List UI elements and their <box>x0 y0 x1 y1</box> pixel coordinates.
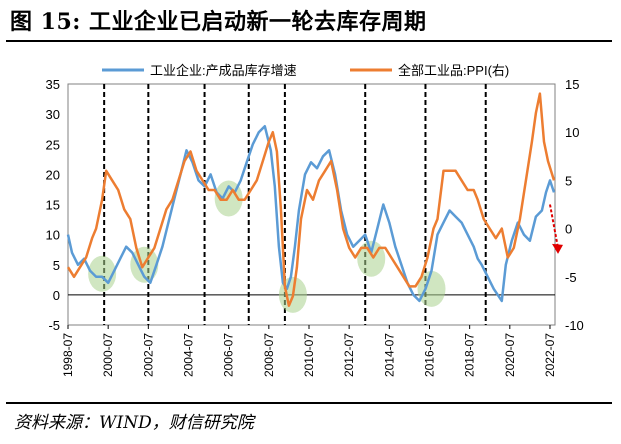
y-left-tick-0: -5 <box>48 318 60 333</box>
x-tick-11: 2020-07 <box>503 333 517 377</box>
y-right-tick-5: 15 <box>565 77 579 92</box>
y-right-tick-2: 0 <box>565 222 572 237</box>
y-right-tick-3: 5 <box>565 173 572 188</box>
top-rule <box>6 40 612 42</box>
y-left-tick-7: 30 <box>46 107 60 122</box>
chart: -5 0 5 10 15 20 25 30 35 -10 -5 0 5 10 15 1998-07 2000-0… <box>46 63 584 377</box>
x-tick-10: 2018-07 <box>463 333 477 377</box>
x-tick-8: 2014-07 <box>382 333 396 377</box>
legend-label-1: 全部工业品:PPI(右) <box>398 63 509 78</box>
y-left-tick-3: 10 <box>46 228 60 243</box>
y-left-tick-1: 0 <box>53 288 60 303</box>
y-right-tick-0: -10 <box>565 318 584 333</box>
x-tick-3: 2004-07 <box>181 333 195 377</box>
y-right-tick-1: -5 <box>565 270 577 285</box>
x-tick-12: 2022-07 <box>543 333 557 377</box>
x-tick-1: 2000-07 <box>101 333 115 377</box>
x-tick-6: 2010-07 <box>302 333 316 377</box>
trough-highlight-4 <box>357 240 386 277</box>
x-tick-0: 1998-07 <box>61 333 75 377</box>
trend-arrow-head <box>552 243 564 254</box>
bottom-rule <box>6 402 612 404</box>
trough-highlight-5 <box>417 270 446 307</box>
legend-label-0: 工业企业:产成品库存增速 <box>150 63 297 78</box>
series-line-0 <box>66 124 556 303</box>
x-tick-4: 2006-07 <box>222 333 236 377</box>
x-tick-7: 2012-07 <box>342 333 356 377</box>
y-left-tick-2: 5 <box>53 258 60 273</box>
source-note: 资料来源：WIND，财信研究院 <box>14 413 254 433</box>
y-left-tick-5: 20 <box>46 167 60 182</box>
x-tick-5: 2008-07 <box>262 333 276 377</box>
x-tick-2: 2002-07 <box>141 333 155 377</box>
x-tick-9: 2016-07 <box>422 333 436 377</box>
figure-title: 图 15: 工业企业已启动新一轮去库存周期 <box>10 9 427 35</box>
trend-arrow-line <box>548 204 559 249</box>
y-left-tick-4: 15 <box>46 198 60 213</box>
series-line-1 <box>66 92 556 307</box>
y-right-tick-4: 10 <box>565 125 579 140</box>
y-left-tick-8: 35 <box>46 77 60 92</box>
plot-area <box>67 83 556 326</box>
y-left-tick-6: 25 <box>46 137 60 152</box>
